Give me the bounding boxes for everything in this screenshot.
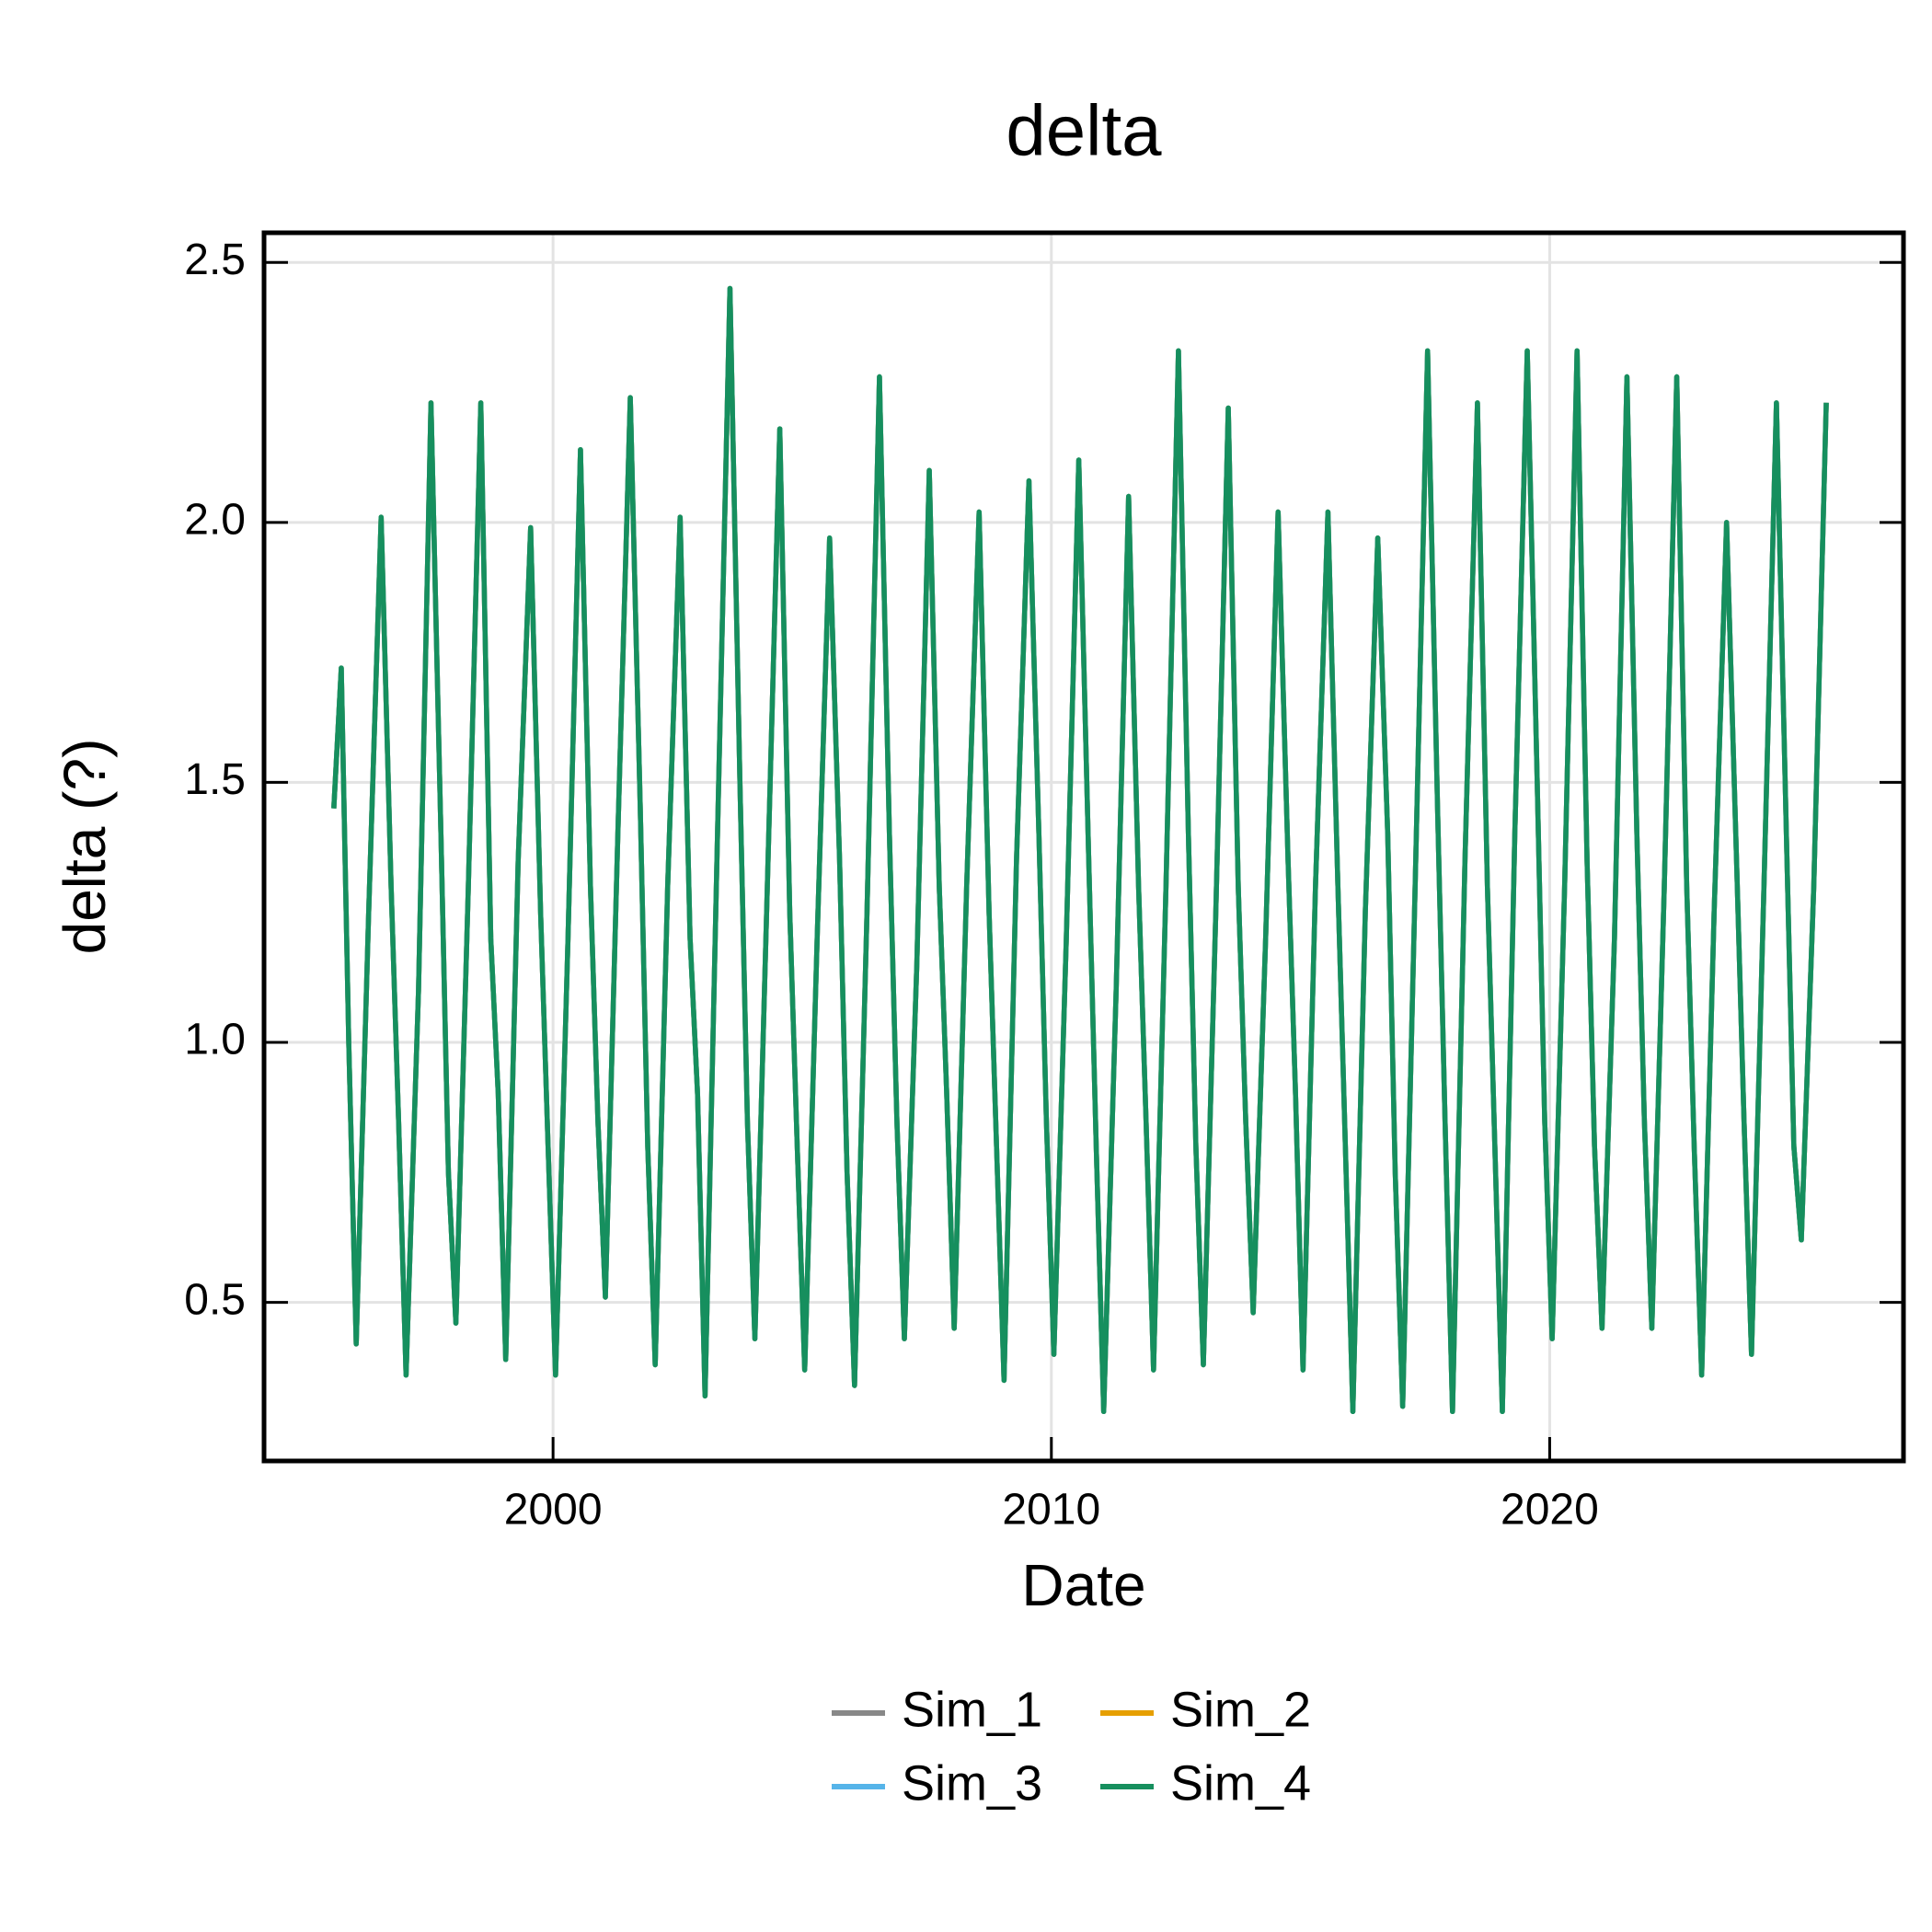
- x-axis-label: Date: [1021, 1552, 1145, 1618]
- chart-title: delta: [1006, 90, 1162, 171]
- legend-label: Sim_4: [1170, 1755, 1311, 1811]
- y-tick-label: 1.5: [184, 755, 246, 804]
- legend-label: Sim_3: [902, 1755, 1042, 1811]
- y-tick-label: 1.0: [184, 1016, 246, 1064]
- legend-label: Sim_1: [902, 1682, 1042, 1737]
- x-tick-label: 2020: [1501, 1486, 1599, 1535]
- plot-area: [331, 285, 1829, 1415]
- axes: 2.5 2.0 1.5 1.0 0.5 2000 2010 2020: [184, 236, 1903, 1535]
- legend-label: Sim_2: [1170, 1682, 1311, 1737]
- y-tick-label: 2.5: [184, 236, 246, 284]
- x-tick-label: 2010: [1002, 1486, 1100, 1535]
- plot-frame: [261, 230, 1906, 1464]
- x-tick-label: 2000: [504, 1486, 603, 1535]
- series-line: [331, 285, 1829, 1415]
- legend: Sim_1 Sim_2 Sim_3 Sim_4: [832, 1682, 1311, 1811]
- y-tick-label: 0.5: [184, 1275, 246, 1324]
- y-axis-label: delta (?): [52, 739, 118, 955]
- y-tick-label: 2.0: [184, 495, 246, 544]
